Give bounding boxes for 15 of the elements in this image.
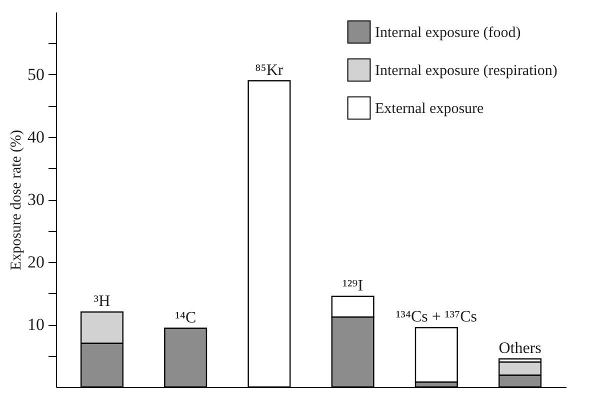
y-tick-label: 40 — [28, 128, 44, 146]
y-tick-label: 50 — [28, 65, 44, 84]
x-tick-label: ³H — [94, 293, 111, 310]
legend-label: Internal exposure (food) — [375, 25, 521, 41]
y-tick-label: 20 — [28, 252, 44, 272]
x-tick-label: ¹²⁹I — [342, 277, 364, 294]
legend-label: Internal exposure (respiration) — [375, 63, 558, 79]
y-tick-label: 10 — [28, 315, 44, 334]
x-tick-label: ¹⁴C — [175, 309, 196, 326]
x-tick-label: ⁸⁵Kr — [255, 62, 284, 79]
y-tick-label: 30 — [28, 190, 44, 209]
x-tick-label: Others — [498, 340, 542, 357]
y-axis-title: Exposure dose rate (%) — [8, 130, 24, 270]
legend-label: External exposure — [375, 101, 484, 117]
x-tick-label: ¹³⁴Cs + ¹³⁷Cs — [396, 308, 477, 326]
